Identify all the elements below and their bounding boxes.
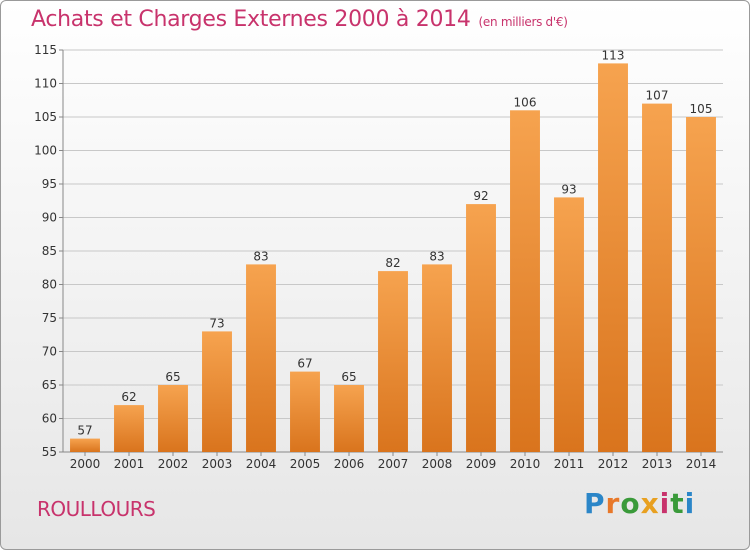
bar-value-label: 65 (341, 370, 356, 384)
y-tick-label: 70 (42, 345, 57, 359)
proxiti-logo: Proxiti (584, 487, 695, 520)
logo-letter: x (640, 487, 660, 520)
x-tick-label: 2011 (554, 457, 585, 471)
bar (378, 271, 408, 452)
x-tick-label: 2007 (378, 457, 409, 471)
bar-value-label: 57 (77, 424, 92, 438)
y-tick-label: 90 (42, 211, 57, 225)
x-tick-label: 2002 (158, 457, 189, 471)
bars (70, 63, 716, 453)
bar-value-label: 105 (690, 102, 713, 116)
x-tick-label: 2006 (334, 457, 365, 471)
bar (202, 331, 232, 452)
bar-value-label: 93 (561, 182, 576, 196)
bar-value-label: 83 (429, 249, 444, 263)
chart-title: Achats et Charges Externes 2000 à 2014 (e… (31, 7, 568, 32)
y-tick-label: 100 (34, 144, 57, 158)
x-tick-label: 2012 (598, 457, 629, 471)
bar (598, 63, 628, 453)
bar-value-label: 83 (253, 249, 268, 263)
y-tick-label: 95 (42, 177, 57, 191)
logo-letter: t (670, 487, 685, 520)
logo-letter: r (605, 487, 621, 520)
y-tick-label: 110 (34, 77, 57, 91)
y-tick-label: 60 (42, 412, 57, 426)
x-tick-label: 2004 (246, 457, 277, 471)
logo-letter: P (584, 487, 606, 520)
y-tick-label: 65 (42, 378, 57, 392)
place-name: ROULLOURS (37, 497, 156, 521)
bar (70, 438, 100, 452)
bar (686, 117, 716, 452)
y-tick-label: 85 (42, 244, 57, 258)
logo-letter: i (684, 487, 696, 520)
x-tick-label: 2009 (466, 457, 497, 471)
bar (554, 197, 584, 452)
bar (114, 405, 144, 452)
x-tick-label: 2013 (642, 457, 673, 471)
x-tick-label: 2000 (70, 457, 101, 471)
y-tick-label: 105 (34, 110, 57, 124)
bar-value-label: 106 (514, 95, 537, 109)
bar-value-label: 82 (385, 256, 400, 270)
y-tick-label: 80 (42, 278, 57, 292)
bar-value-label: 65 (165, 370, 180, 384)
bar (642, 103, 672, 452)
bar (422, 264, 452, 452)
bar-value-label: 107 (646, 89, 669, 103)
labels: 55 60 65 70 75 80 85 90 95 100 105 110 115 57 2000 62 20… (34, 43, 716, 471)
chart-title-text: Achats et Charges Externes 2000 à 2014 (31, 7, 471, 32)
bar-value-label: 92 (473, 189, 488, 203)
bar (510, 110, 540, 453)
bar (158, 385, 188, 452)
bar (290, 371, 320, 452)
bar (466, 204, 496, 452)
x-tick-label: 2001 (114, 457, 145, 471)
x-tick-label: 2003 (202, 457, 233, 471)
chart-subtitle: (en milliers d'€) (478, 15, 568, 29)
bar (334, 385, 364, 452)
bar-value-label: 73 (209, 316, 224, 330)
y-tick-label: 115 (34, 43, 57, 57)
x-tick-label: 2014 (686, 457, 717, 471)
bar (246, 264, 276, 452)
logo-letter: i (659, 487, 671, 520)
y-tick-label: 75 (42, 311, 57, 325)
x-tick-label: 2005 (290, 457, 321, 471)
y-tick-label: 55 (42, 445, 57, 459)
x-tick-label: 2008 (422, 457, 453, 471)
bar-value-label: 62 (121, 390, 136, 404)
bar-value-label: 113 (602, 48, 625, 62)
bar-value-label: 67 (297, 357, 312, 371)
logo-letter: o (620, 487, 641, 520)
x-tick-label: 2010 (510, 457, 541, 471)
